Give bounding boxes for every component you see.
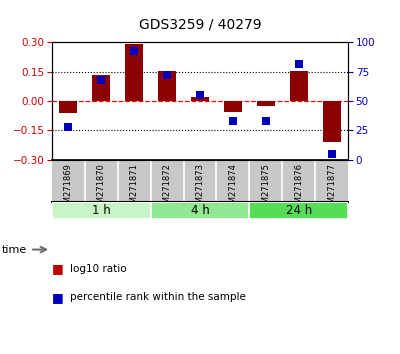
Text: log10 ratio: log10 ratio <box>70 264 127 274</box>
Bar <box>191 97 209 101</box>
Point <box>65 124 72 130</box>
Text: percentile rank within the sample: percentile rank within the sample <box>70 292 246 302</box>
Point <box>328 151 335 157</box>
Text: ■: ■ <box>52 291 64 304</box>
Point <box>98 77 104 83</box>
Text: GSM271877: GSM271877 <box>327 162 336 214</box>
Text: GSM271874: GSM271874 <box>228 162 237 213</box>
Text: GSM271873: GSM271873 <box>196 162 204 214</box>
Bar <box>290 71 308 101</box>
Text: GSM271869: GSM271869 <box>64 162 73 213</box>
Text: GSM271871: GSM271871 <box>130 162 139 213</box>
Text: 1 h: 1 h <box>92 204 111 217</box>
Bar <box>158 71 176 101</box>
Text: GSM271872: GSM271872 <box>163 162 172 213</box>
Text: GDS3259 / 40279: GDS3259 / 40279 <box>139 18 261 32</box>
Text: GSM271875: GSM271875 <box>261 162 270 213</box>
Text: ■: ■ <box>52 263 64 275</box>
Bar <box>125 45 143 101</box>
Bar <box>249 202 348 219</box>
Point <box>197 92 203 98</box>
Bar <box>151 202 249 219</box>
Text: GSM271876: GSM271876 <box>294 162 303 214</box>
Text: GSM271870: GSM271870 <box>97 162 106 213</box>
Text: 4 h: 4 h <box>191 204 209 217</box>
Point <box>164 73 170 78</box>
Bar <box>52 202 151 219</box>
Bar <box>224 101 242 112</box>
Point <box>131 48 138 53</box>
Bar <box>59 101 78 113</box>
Bar <box>92 75 110 101</box>
Bar <box>257 101 275 106</box>
Point <box>230 118 236 124</box>
Text: time: time <box>2 245 27 255</box>
Point <box>262 118 269 124</box>
Text: 24 h: 24 h <box>286 204 312 217</box>
Bar <box>322 101 340 142</box>
Point <box>296 61 302 67</box>
